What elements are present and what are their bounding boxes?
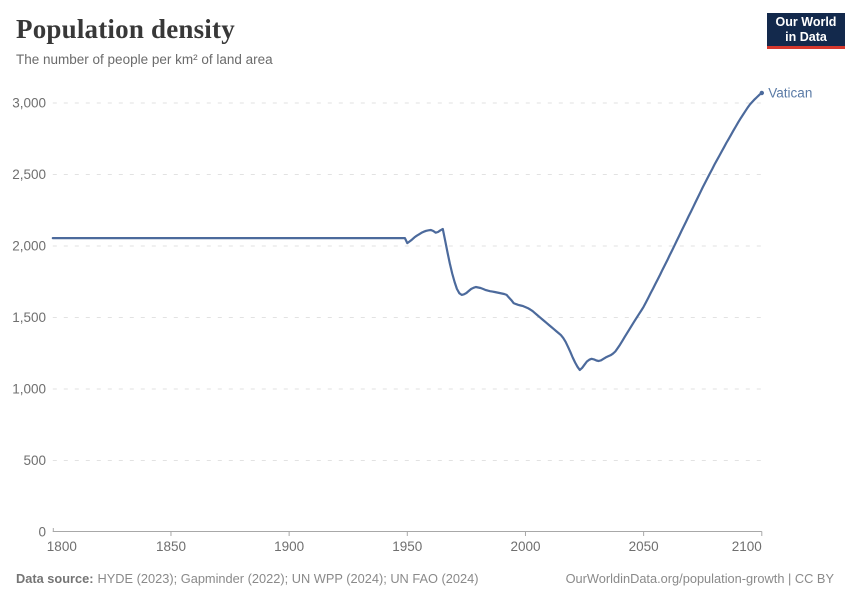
x-axis-tick-label: 2050 [629,539,659,554]
x-axis-tick-label: 1900 [274,539,304,554]
data-line-end-dot [759,90,764,96]
x-axis-tick-label: 1950 [392,539,422,554]
y-axis-tick-label: 2,500 [12,167,46,182]
data-source-note: Data source: HYDE (2023); Gapminder (2022… [16,571,479,586]
y-axis-tick-label: 2,000 [12,239,46,254]
y-axis-tick-label: 1,500 [12,310,46,325]
x-axis-tick-label: 2100 [732,539,762,554]
y-axis-tick-label: 1,000 [12,382,46,397]
page-subtitle: The number of people per km² of land are… [16,52,273,67]
license-link[interactable]: OurWorldinData.org/population-growth | C… [565,571,834,586]
y-axis-tick-label: 3,000 [12,96,46,111]
x-axis-tick-label: 1800 [47,539,77,554]
page-title: Population density [16,14,235,44]
owid-logo-line1: Our World [775,14,837,29]
chart-footer: Data source: HYDE (2023); Gapminder (2022… [16,571,834,586]
series-label[interactable]: Vatican [768,85,812,100]
owid-logo[interactable]: Our World in Data [767,13,845,49]
y-axis-tick-label: 500 [23,453,46,468]
owid-logo-line2: in Data [785,29,827,44]
data-source-text: HYDE (2023); Gapminder (2022); UN WPP (2… [97,571,479,586]
x-axis-tick-label: 2000 [510,539,540,554]
x-axis-tick-label: 1850 [156,539,186,554]
data-source-label: Data source: [16,571,94,586]
data-line-vatican[interactable] [51,91,763,372]
y-axis-tick-label: 0 [38,525,46,540]
